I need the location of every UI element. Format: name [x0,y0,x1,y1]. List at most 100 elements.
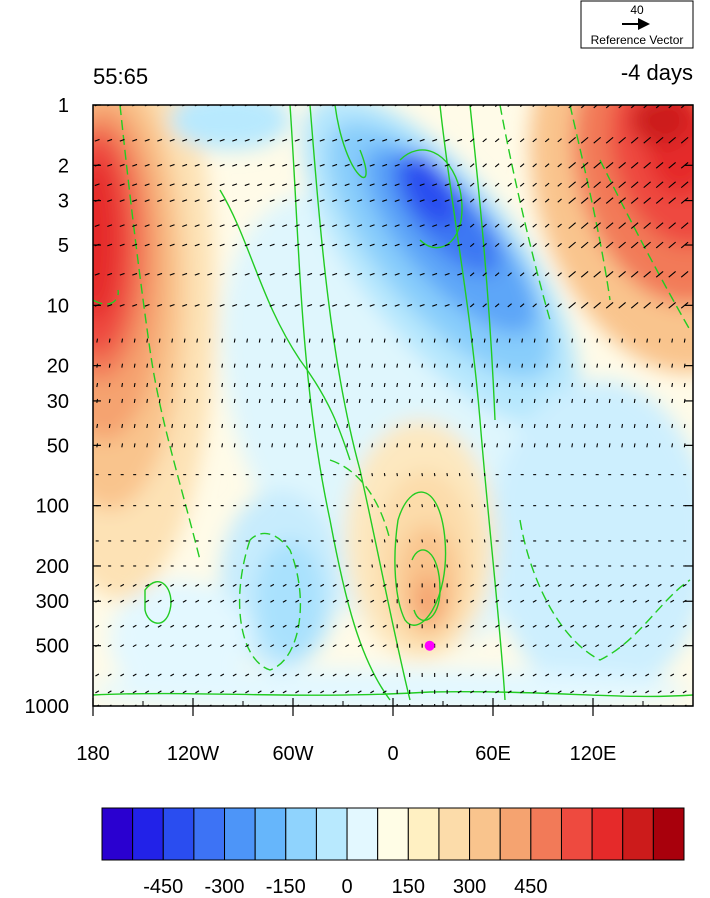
wind-vector [668,136,676,144]
wind-vector [494,303,500,308]
contour-lines [93,105,693,701]
colorbar-tick-label: 300 [453,876,486,898]
wind-vector [508,363,511,368]
wind-vector [593,241,601,249]
wind-vector [258,338,261,343]
wind-vector [446,382,449,388]
wind-vector [618,241,626,249]
wind-vector [308,398,311,403]
wind-vector [458,338,461,343]
wind-vector [446,338,449,343]
wind-vector [668,241,676,249]
wind-vector [208,363,211,368]
wind-vector [207,624,212,628]
wind-vector [421,423,424,429]
wind-vector [568,222,576,229]
wind-vector [580,161,589,169]
wind-vector [643,270,651,278]
wind-vector [507,138,512,143]
wind-vector [132,138,138,142]
wind-vector [307,673,312,677]
wind-vector [120,624,125,628]
wind-vector [194,243,200,247]
wind-vector [458,443,461,448]
wind-vector [307,138,313,142]
wind-vector [471,363,474,368]
wind-vector [557,105,561,108]
wind-vector [595,644,600,648]
wind-vector [157,138,163,142]
wind-vector [421,504,423,508]
wind-vector [232,272,238,276]
wind-vector [557,673,562,677]
wind-vector [332,303,338,307]
wind-vector [580,136,589,144]
wind-vector [643,241,651,249]
wind-vector [657,583,662,587]
wind-vector [544,182,550,187]
wind-vector [294,224,300,227]
wind-vector [95,624,100,628]
wind-vector [605,136,614,144]
wind-vector [195,599,200,603]
wind-vector [145,644,150,648]
wind-vector [382,644,387,648]
wind-vector [471,382,474,388]
reference-vector-label: Reference Vector [591,33,684,47]
wind-vector [319,303,325,307]
wind-vector [183,423,186,429]
wind-vector [643,105,649,109]
wind-vector [571,363,574,368]
wind-vector [308,338,311,343]
wind-vector [207,690,212,694]
wind-vector [643,136,651,144]
wind-vector [482,198,487,203]
wind-vector [432,199,438,202]
wind-vector [233,363,236,368]
wind-vector [207,673,212,677]
wind-vector [108,338,111,343]
wind-vector [332,199,338,202]
wind-vector [521,423,524,429]
wind-vector [557,624,562,628]
wind-vector [195,624,200,628]
wind-vector [558,423,561,429]
wind-vector [595,673,600,677]
wind-vector [244,138,250,142]
wind-vector [307,644,312,648]
wind-vector [668,105,674,109]
wind-vector [120,583,125,587]
wind-vector [332,138,338,142]
wind-vector [282,644,287,648]
wind-vector [546,363,549,368]
location-marker [424,640,435,651]
wind-vector [495,690,500,694]
wind-vector [120,673,125,677]
wind-vector [470,624,475,628]
wind-vector [670,644,675,648]
wind-vector [320,583,325,587]
wind-vector [195,644,200,648]
wind-vector [146,338,149,343]
wind-vector [595,624,600,628]
wind-vector [643,302,651,309]
wind-vector [458,473,461,477]
wind-vector [357,272,363,276]
wind-vector [145,673,150,677]
wind-vector [570,599,575,603]
wind-vector [383,564,386,568]
wind-vector [171,363,174,368]
wind-vector [495,644,500,648]
y-tick-label: 500 [36,636,69,658]
wind-vector [444,272,450,276]
wind-vector [396,338,399,343]
wind-vector [307,303,313,307]
wind-vector [132,224,138,227]
wind-vector [407,272,413,276]
wind-vector [408,382,411,388]
wind-vector [458,382,461,388]
wind-vector [571,382,574,388]
wind-vector [668,161,676,169]
wind-vector [282,673,287,677]
colorbar-tick-label: -450 [143,876,183,898]
